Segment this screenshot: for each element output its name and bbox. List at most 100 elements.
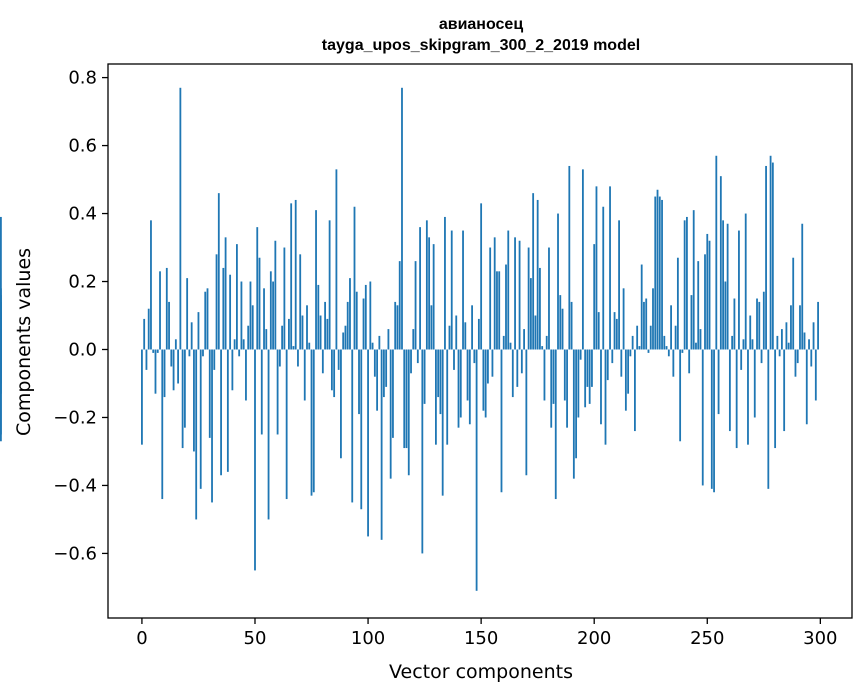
bar-256	[719, 176, 722, 350]
bar-90	[344, 325, 347, 350]
bar-93	[351, 349, 354, 503]
bar-251	[708, 240, 711, 350]
bar-297	[812, 322, 815, 350]
bar-278	[769, 155, 772, 350]
bar-247	[699, 329, 702, 350]
bar-167	[518, 240, 521, 350]
bar-50	[254, 349, 256, 571]
bar-84	[330, 349, 333, 391]
bar-23	[193, 349, 195, 452]
bar-129	[432, 244, 435, 350]
x-tick-label: 300	[803, 628, 837, 649]
y-tick-label: 0.0	[68, 339, 97, 360]
bar-191	[572, 349, 575, 479]
bar-154	[489, 247, 492, 350]
bar-273	[758, 301, 761, 350]
x-tick-label: 200	[577, 628, 611, 649]
y-axis-ticks: −0.6 −0.4 −0.2 0.0 0.2 0.4 0.6 0.8	[53, 68, 108, 564]
bar-63	[283, 247, 286, 350]
bar-246	[697, 261, 700, 350]
bar-162	[507, 230, 510, 350]
bar-undefined	[0, 349, 2, 442]
bar-227	[654, 196, 657, 350]
bar-224	[647, 349, 650, 353]
bar-60	[276, 349, 279, 435]
bar-277	[767, 349, 770, 489]
bar-37	[224, 237, 227, 350]
y-tick-label: −0.4	[53, 475, 97, 496]
bar-119	[410, 349, 412, 374]
bar-282	[778, 349, 781, 357]
bar-85	[333, 349, 336, 398]
bar-68	[294, 199, 297, 350]
bar-255	[717, 349, 720, 415]
bar-173	[532, 193, 535, 350]
bar-undefined	[0, 349, 2, 394]
bar-72	[303, 349, 306, 401]
bar-46	[245, 349, 247, 401]
bar-281	[776, 335, 779, 350]
bar-186	[561, 308, 564, 350]
bar-94	[353, 206, 356, 350]
bar-44	[240, 281, 243, 350]
bar-49	[251, 305, 254, 350]
bar-244	[692, 210, 695, 350]
bar-207	[609, 186, 611, 350]
bar-45	[242, 339, 245, 350]
bar-226	[652, 288, 654, 350]
bar-161	[505, 264, 507, 350]
bar-199	[591, 349, 593, 387]
bar-96	[358, 349, 360, 415]
bar-225	[649, 325, 652, 350]
bar-7	[156, 349, 159, 353]
bar-265	[740, 349, 743, 370]
bar-114	[398, 261, 401, 350]
bar-221	[640, 264, 643, 350]
bar-222	[643, 301, 645, 350]
x-tick-label: 250	[690, 628, 724, 649]
bar-21	[188, 349, 191, 357]
bar-1	[143, 318, 146, 350]
bar-12	[168, 301, 170, 350]
bar-120	[412, 329, 415, 350]
bar-75	[310, 349, 313, 496]
bar-64	[285, 349, 288, 500]
bar-250	[706, 233, 709, 350]
bar-99	[364, 284, 367, 350]
bar-15	[174, 339, 177, 350]
chart-title: авианосец	[439, 16, 523, 33]
bar-11	[165, 267, 168, 350]
bar-97	[360, 349, 363, 510]
bar-242	[688, 349, 691, 374]
bar-52	[258, 257, 261, 350]
bar-284	[783, 349, 786, 432]
bar-176	[539, 267, 541, 350]
bar-22	[190, 322, 193, 350]
bar-237	[676, 257, 679, 350]
bar-155	[491, 349, 494, 377]
bar-109	[387, 329, 390, 350]
bar-95	[355, 291, 358, 350]
x-tick-label: 150	[464, 628, 498, 649]
bar-82	[326, 318, 329, 350]
bar-35	[220, 349, 222, 476]
bar-17	[179, 87, 182, 350]
bar-212	[620, 349, 623, 377]
bar-80	[321, 349, 324, 374]
bar-105	[378, 335, 381, 350]
bar-189	[568, 165, 571, 350]
bar-239	[681, 349, 684, 353]
bar-274	[760, 349, 763, 364]
bar-228	[656, 189, 659, 350]
bar-229	[658, 196, 661, 350]
bar-205	[604, 349, 607, 445]
y-tick-label: −0.6	[53, 543, 97, 564]
bar-211	[618, 220, 620, 350]
bar-51	[256, 227, 259, 350]
bar-289	[794, 349, 797, 377]
bar-150	[480, 203, 483, 350]
bar-258	[724, 281, 727, 350]
bar-2	[145, 349, 148, 370]
bar-53	[260, 349, 263, 435]
